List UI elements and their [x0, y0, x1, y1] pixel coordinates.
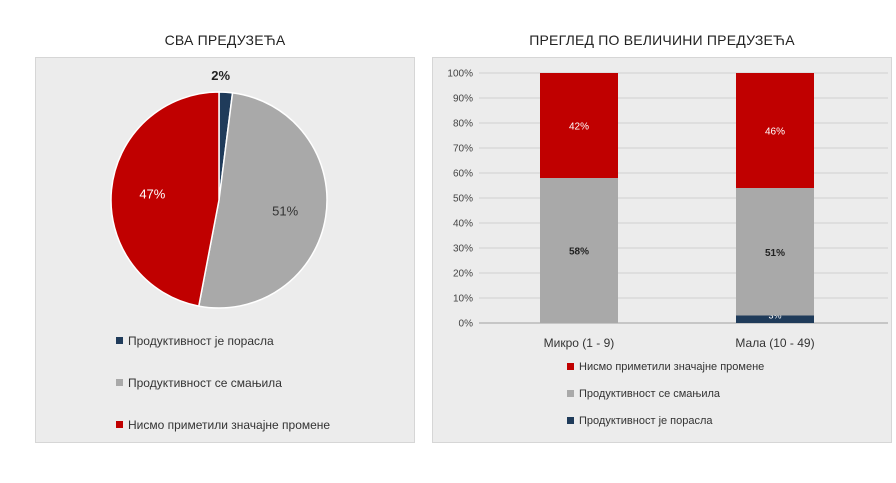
legend-label: Нисмо приметили значајне промене [128, 418, 331, 432]
y-tick-label: 20% [453, 269, 473, 280]
bar-segment [736, 188, 814, 316]
stacked-bar-chart: 0% 10% 20% 30% 40% 50% 60% 70% 80% 90% 100% 58% 42% М… [447, 69, 888, 350]
pie-legend-item-decreased: Продуктивност се смањила [116, 376, 282, 390]
y-tick-label: 0% [459, 319, 474, 330]
pie-legend-item-grew: Продуктивност је порасла [116, 334, 274, 348]
legend-swatch [116, 379, 123, 387]
y-tick-label: 30% [453, 244, 473, 255]
bar-data-label: 42% [569, 122, 589, 133]
legend-label: Продуктивност се смањила [128, 376, 282, 390]
pie-data-label: 2% [211, 68, 230, 83]
bar-data-label: 51% [765, 248, 785, 259]
y-tick-label: 60% [453, 169, 473, 180]
legend-label: Продуктивност је порасла [128, 334, 274, 348]
legend-swatch [567, 389, 574, 397]
bar-chart-title: ПРЕГЛЕД ПО ВЕЛИЧИНИ ПРЕДУЗЕЋА [529, 32, 795, 48]
legend-label: Продуктивност се смањила [579, 388, 721, 400]
pie-chart-panel: 2% 51% 47% Продуктивност је порасла Продук… [35, 57, 415, 443]
bar-legend-item-grew: Продуктивност је порасла [567, 415, 713, 427]
bar-chart-panel: 0% 10% 20% 30% 40% 50% 60% 70% 80% 90% 100% 58% 42% М… [432, 57, 892, 443]
bar-segment [736, 315, 814, 323]
bar-segment [736, 73, 814, 188]
bar-segment [540, 178, 618, 323]
legend-swatch [567, 362, 574, 370]
x-category-label: Мала (10 - 49) [735, 336, 814, 350]
bar-data-label: 46% [765, 127, 785, 138]
y-tick-label: 70% [453, 144, 473, 155]
y-tick-label: 40% [453, 219, 473, 230]
pie-slice [197, 92, 328, 309]
pie-chart: 2% 51% 47% [110, 68, 328, 309]
y-tick-label: 80% [453, 119, 473, 130]
legend-swatch [567, 416, 574, 424]
bar-segment [540, 73, 618, 178]
bar-legend-item-no-change: Нисмо приметили значајне промене [567, 361, 764, 373]
y-tick-label: 10% [453, 294, 473, 305]
legend-swatch [116, 337, 123, 345]
pie-chart-title: СВА ПРЕДУЗЕЋА [164, 32, 286, 48]
pie-legend-item-no-change: Нисмо приметили значајне промене [116, 418, 330, 432]
pie-data-label: 51% [272, 203, 298, 218]
bar-legend-item-decreased: Продуктивност се смањила [567, 388, 720, 400]
legend-swatch [116, 421, 123, 429]
y-tick-label: 50% [453, 194, 473, 205]
pie-data-label: 47% [139, 187, 165, 202]
legend-label: Продуктивност је порасла [579, 415, 713, 427]
bar-data-label: 58% [569, 247, 589, 258]
legend-label: Нисмо приметили значајне промене [579, 361, 765, 373]
y-tick-label: 100% [447, 69, 473, 80]
x-category-label: Микро (1 - 9) [544, 336, 615, 350]
y-tick-label: 90% [453, 94, 473, 105]
pie-slice [110, 91, 220, 307]
